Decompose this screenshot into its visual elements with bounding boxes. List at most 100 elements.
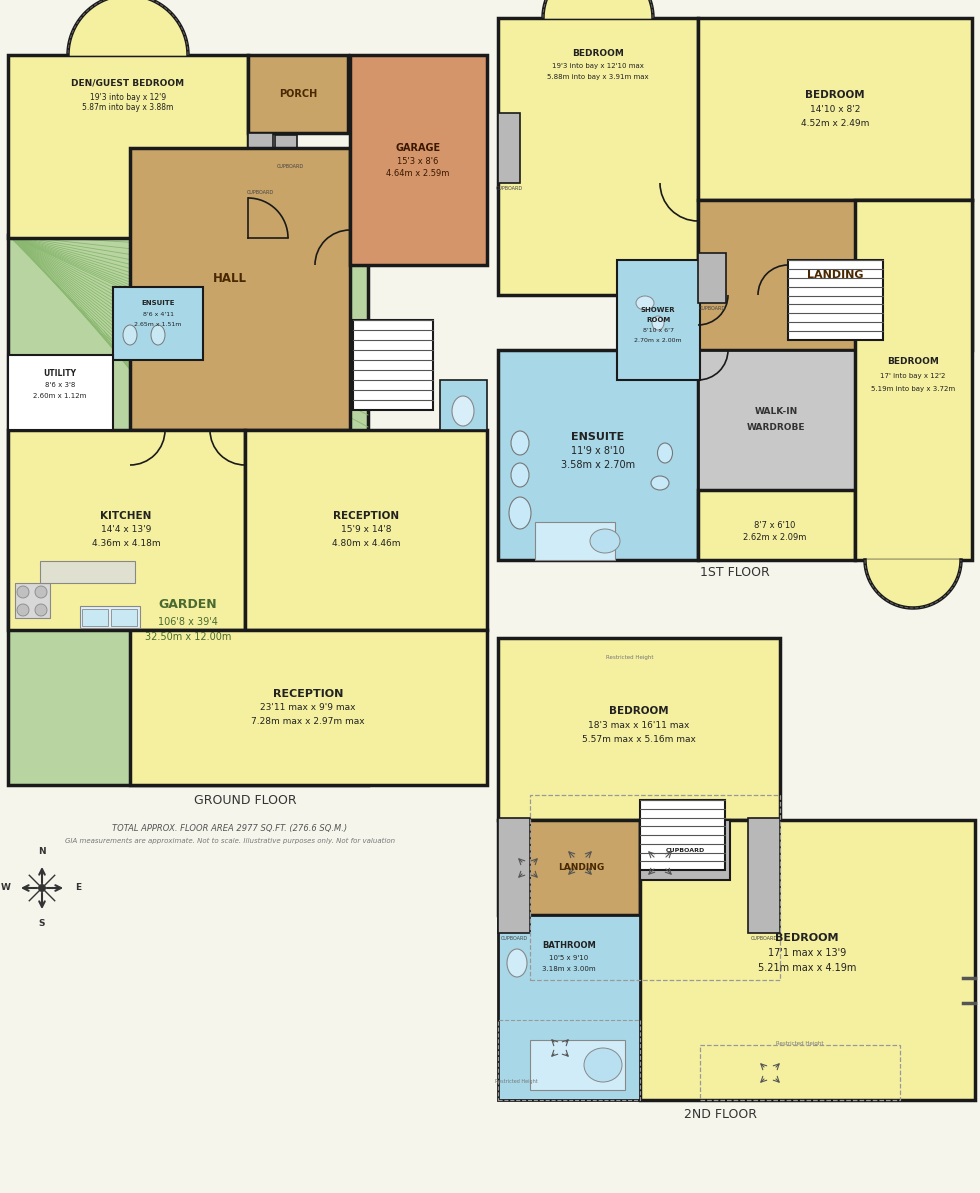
Bar <box>640 801 725 870</box>
Bar <box>498 818 530 933</box>
Bar <box>130 148 350 429</box>
Text: 2.70m x 2.00m: 2.70m x 2.00m <box>634 339 682 344</box>
Bar <box>111 608 137 626</box>
Bar <box>245 429 487 630</box>
Text: CUPBOARD: CUPBOARD <box>665 847 705 853</box>
Bar <box>698 200 972 350</box>
Text: Restricted Height: Restricted Height <box>776 1040 824 1045</box>
Bar <box>498 1020 640 1100</box>
Circle shape <box>38 884 46 892</box>
Text: BEDROOM: BEDROOM <box>775 933 839 942</box>
Text: E: E <box>74 884 81 892</box>
Text: LANDING: LANDING <box>807 270 863 280</box>
Text: 7.28m max x 2.97m max: 7.28m max x 2.97m max <box>251 717 365 727</box>
Text: 3.18m x 3.00m: 3.18m x 3.00m <box>542 966 596 972</box>
Text: GIA measurements are approximate. Not to scale. Illustrative purposes only. Not : GIA measurements are approximate. Not to… <box>65 837 395 845</box>
Text: 5.19m into bay x 3.72m: 5.19m into bay x 3.72m <box>871 387 956 392</box>
Ellipse shape <box>509 497 531 528</box>
Bar <box>498 915 640 1100</box>
Polygon shape <box>68 0 188 55</box>
Bar <box>440 381 487 429</box>
Text: GARDEN: GARDEN <box>159 599 218 612</box>
Text: WALK-IN: WALK-IN <box>755 408 798 416</box>
Text: 18'3 max x 16'11 max: 18'3 max x 16'11 max <box>588 721 690 729</box>
Text: 4.52m x 2.49m: 4.52m x 2.49m <box>801 118 869 128</box>
Text: 1ST FLOOR: 1ST FLOOR <box>700 567 770 580</box>
Text: 17' into bay x 12'2: 17' into bay x 12'2 <box>880 373 946 379</box>
Text: S: S <box>39 920 45 928</box>
Text: 2ND FLOOR: 2ND FLOOR <box>683 1108 757 1121</box>
Text: RECEPTION: RECEPTION <box>272 690 343 699</box>
Text: ROOM: ROOM <box>646 317 670 323</box>
Bar <box>698 490 855 560</box>
Text: 11'9 x 8'10: 11'9 x 8'10 <box>571 446 625 456</box>
Bar <box>698 18 972 200</box>
Bar <box>530 1040 625 1090</box>
Bar <box>498 820 640 915</box>
Text: 5.87m into bay x 3.88m: 5.87m into bay x 3.88m <box>82 104 173 112</box>
Bar <box>40 561 135 583</box>
Bar <box>535 523 615 560</box>
Bar <box>8 356 113 429</box>
Bar <box>698 253 726 303</box>
Text: WARDROBE: WARDROBE <box>747 424 806 433</box>
Text: TOTAL APPROX. FLOOR AREA 2977 SQ.FT. (276.6 SQ.M.): TOTAL APPROX. FLOOR AREA 2977 SQ.FT. (27… <box>113 823 348 833</box>
Text: ENSUITE: ENSUITE <box>571 432 624 441</box>
Bar <box>617 260 700 381</box>
Text: CUPBOARD: CUPBOARD <box>501 935 527 940</box>
Text: CUPBOARD: CUPBOARD <box>276 163 304 168</box>
Text: CUPBOARD: CUPBOARD <box>699 305 725 310</box>
Text: HALL: HALL <box>213 272 247 285</box>
Polygon shape <box>543 0 653 18</box>
Text: 2.60m x 1.12m: 2.60m x 1.12m <box>33 392 86 398</box>
Text: W: W <box>1 884 11 892</box>
Text: Restricted Height: Restricted Height <box>607 655 654 661</box>
Text: RECEPTION: RECEPTION <box>333 511 399 521</box>
Bar <box>130 630 487 785</box>
Text: 3.58m x 2.70m: 3.58m x 2.70m <box>561 460 635 470</box>
Text: 5.57m max x 5.16m max: 5.57m max x 5.16m max <box>582 735 696 743</box>
Text: 8'10 x 6'7: 8'10 x 6'7 <box>643 328 673 334</box>
Bar <box>788 260 883 340</box>
Bar <box>113 288 203 360</box>
Text: GROUND FLOOR: GROUND FLOOR <box>194 793 296 806</box>
Ellipse shape <box>151 324 165 345</box>
Circle shape <box>17 586 29 598</box>
Text: 2.65m x 1.51m: 2.65m x 1.51m <box>134 321 181 327</box>
Bar <box>498 350 698 560</box>
Text: BEDROOM: BEDROOM <box>572 49 624 57</box>
Circle shape <box>35 586 47 598</box>
Text: DEN/GUEST BEDROOM: DEN/GUEST BEDROOM <box>72 79 184 87</box>
Text: 15'9 x 14'8: 15'9 x 14'8 <box>341 525 391 534</box>
Text: 8'6 x 4'11: 8'6 x 4'11 <box>142 311 173 316</box>
Ellipse shape <box>511 463 529 487</box>
Polygon shape <box>865 560 961 608</box>
Bar <box>640 820 975 1100</box>
Ellipse shape <box>590 528 620 554</box>
Ellipse shape <box>584 1047 622 1082</box>
Text: 19'3 into bay x 12'9: 19'3 into bay x 12'9 <box>90 93 166 101</box>
Text: 15'3 x 8'6: 15'3 x 8'6 <box>397 157 439 167</box>
Bar <box>498 113 520 183</box>
Bar <box>80 606 140 628</box>
Text: CUPBOARD: CUPBOARD <box>496 185 522 191</box>
Text: 4.64m x 2.59m: 4.64m x 2.59m <box>386 169 450 179</box>
Bar <box>640 820 730 880</box>
Text: 17'1 max x 13'9: 17'1 max x 13'9 <box>768 948 846 958</box>
Bar <box>248 55 348 132</box>
Bar <box>700 1045 900 1100</box>
Text: 5.88m into bay x 3.91m max: 5.88m into bay x 3.91m max <box>547 74 649 80</box>
Ellipse shape <box>658 443 672 463</box>
Circle shape <box>35 604 47 616</box>
Text: 106'8 x 39'4: 106'8 x 39'4 <box>158 617 218 628</box>
Text: CUPBOARD: CUPBOARD <box>751 935 777 940</box>
Text: 4.80m x 4.46m: 4.80m x 4.46m <box>332 538 400 548</box>
Text: 8'7 x 6'10: 8'7 x 6'10 <box>755 520 796 530</box>
Ellipse shape <box>636 296 654 310</box>
Bar <box>498 638 780 820</box>
Text: 10'5 x 9'10: 10'5 x 9'10 <box>550 956 589 962</box>
Bar <box>350 55 487 265</box>
Text: KITCHEN: KITCHEN <box>100 511 152 521</box>
Text: 32.50m x 12.00m: 32.50m x 12.00m <box>145 632 231 642</box>
Text: LANDING: LANDING <box>558 864 604 872</box>
